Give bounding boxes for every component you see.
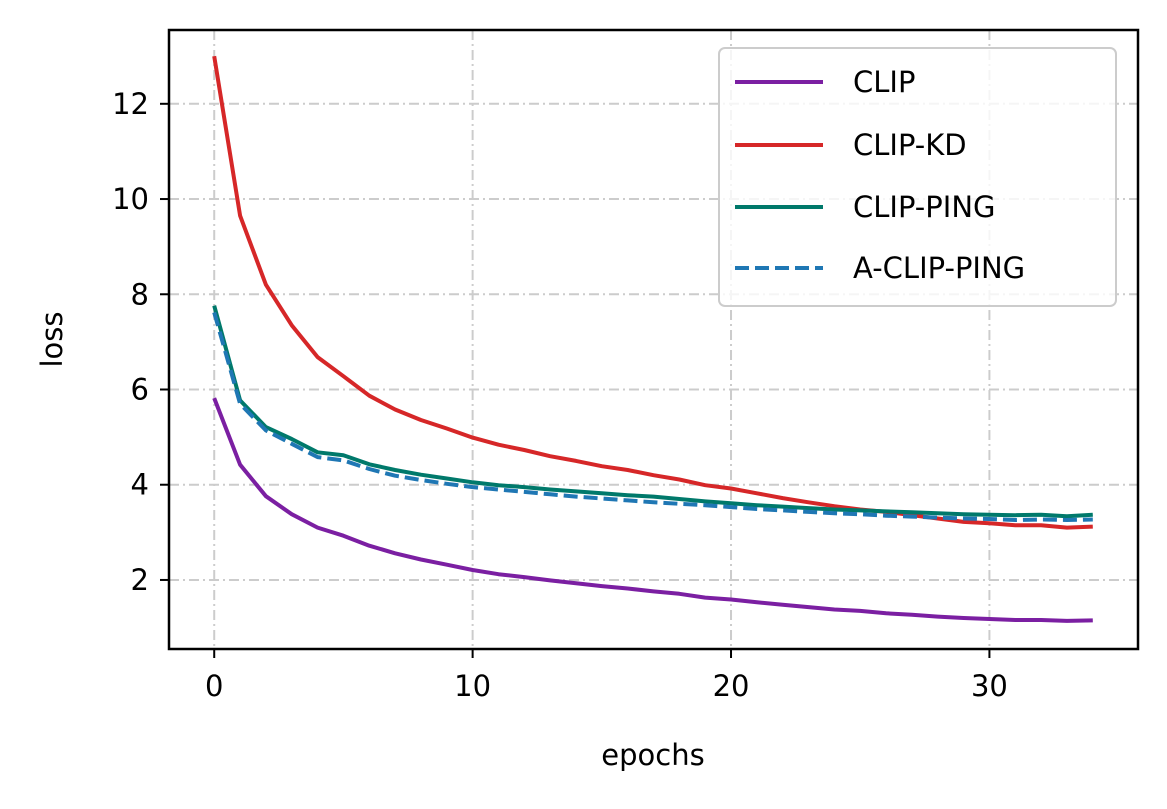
legend-label-a-clip-ping: A-CLIP-PING: [853, 251, 1025, 285]
axis-ticks: 0 10 20 30 2 4 6 8 10 12: [112, 87, 1008, 703]
y-axis-label: loss: [35, 311, 69, 367]
series-line-a-clip-ping: [212, 311, 1093, 522]
legend-frame: [718, 47, 1117, 307]
x-tick-label: 30: [971, 669, 1008, 703]
y-tick-label: 10: [112, 182, 149, 216]
y-tick-label: 6: [131, 372, 149, 406]
y-tick-label: 8: [131, 277, 149, 311]
plot-frame: [167, 28, 1140, 651]
legend: CLIP CLIP-KD CLIP-PING A-CLIP-PING: [718, 47, 1117, 307]
series-lines: [212, 55, 1093, 623]
x-tick-label: 20: [713, 669, 750, 703]
y-tick-label: 2: [131, 563, 149, 597]
x-tick-label: 0: [205, 669, 223, 703]
legend-label-clip-ping: CLIP-PING: [853, 190, 995, 224]
legend-label-clip: CLIP: [853, 65, 915, 99]
legend-label-clip-kd: CLIP-KD: [853, 128, 967, 162]
series-line-clip-ping: [212, 305, 1093, 519]
x-tick-label: 10: [454, 669, 491, 703]
x-axis-label: epochs: [601, 738, 704, 772]
y-tick-label: 12: [112, 87, 149, 121]
series-line-clip: [212, 397, 1093, 623]
y-tick-label: 4: [131, 468, 149, 502]
